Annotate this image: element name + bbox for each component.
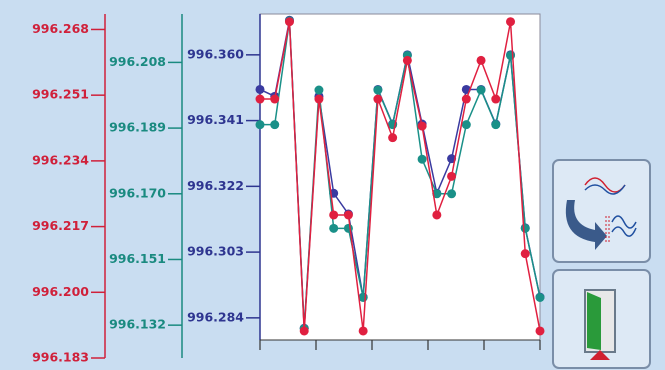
data-point (343, 223, 353, 233)
data-point (432, 210, 442, 220)
data-point (402, 55, 412, 65)
data-point (417, 121, 427, 131)
data-point (388, 133, 398, 143)
y-tick-label: 996.200 (32, 284, 89, 299)
icon (584, 184, 626, 195)
y-tick-label: 996.151 (109, 251, 166, 266)
data-point (358, 326, 368, 336)
button-frame (552, 159, 651, 263)
data-point (476, 85, 486, 95)
data-point (284, 17, 294, 27)
y-tick-label: 996.189 (109, 120, 166, 135)
data-point (255, 120, 265, 130)
data-point (329, 223, 339, 233)
y-tick-label: 996.303 (187, 244, 244, 259)
y-tick-label: 996.360 (187, 46, 244, 61)
y-tick-label: 996.234 (32, 152, 89, 167)
data-point (417, 154, 427, 164)
data-point (373, 94, 383, 104)
y-tick-label: 996.132 (109, 317, 166, 332)
data-point (520, 223, 530, 233)
data-point (506, 50, 516, 60)
icon (587, 292, 601, 350)
data-point (520, 249, 530, 259)
series-line (260, 21, 541, 332)
data-point (299, 326, 309, 336)
data-point (447, 171, 457, 181)
icon (565, 200, 607, 250)
data-point (329, 210, 339, 220)
y-tick-label: 996.251 (32, 87, 89, 102)
y-tick-label: 996.208 (109, 54, 166, 69)
data-point (255, 94, 265, 104)
y-tick-label: 996.217 (32, 218, 89, 233)
data-point (255, 84, 265, 94)
data-point (461, 120, 471, 130)
data-point (373, 85, 383, 95)
data-point (491, 94, 501, 104)
data-point (432, 189, 442, 199)
data-point (314, 85, 324, 95)
icon (605, 216, 610, 242)
data-point (343, 210, 353, 220)
data-point (270, 94, 280, 104)
data-point (535, 292, 545, 302)
y-tick-label: 996.322 (187, 178, 244, 193)
y-tick-label: 996.268 (32, 21, 89, 36)
y-tick-label: 996.284 (187, 309, 244, 324)
data-point (270, 120, 280, 130)
compare-button[interactable] (552, 159, 651, 263)
exit-button[interactable] (552, 269, 651, 369)
data-point (491, 120, 501, 130)
data-point (461, 94, 471, 104)
icon (611, 215, 637, 237)
y-tick-label: 996.183 (32, 350, 89, 365)
icon (590, 350, 610, 360)
data-point (447, 189, 457, 199)
data-point (314, 94, 324, 104)
data-point (535, 326, 545, 336)
data-point (476, 55, 486, 65)
y-tick-label: 996.170 (109, 185, 166, 200)
y-tick-label: 996.341 (187, 112, 244, 127)
data-point (506, 17, 516, 27)
